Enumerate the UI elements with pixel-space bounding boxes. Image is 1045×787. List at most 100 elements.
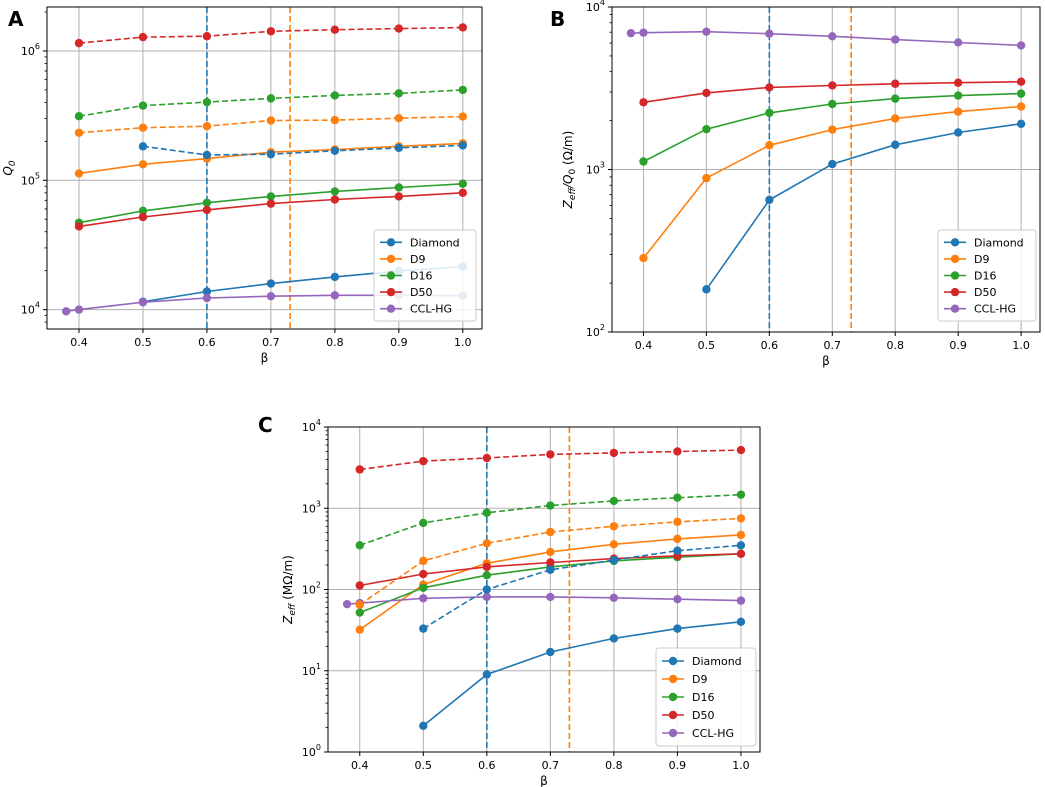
data-point-d9-dashed [138,123,148,132]
data-point-d9-dashed [202,121,212,131]
legend-marker-d9 [386,254,396,264]
data-point-d16-dashed [202,97,212,107]
data-point-d50-dashed [546,450,555,459]
panel-c: C 0.4 0.5 0.6 0.7 0.8 0.9 1.0 100 101 102 103 104 β Ze… [258,413,761,787]
data-point-d50 [828,81,837,90]
legend-marker-d16 [668,692,678,702]
data-point-d50 [138,212,148,222]
legend-marker-d50 [950,287,960,297]
y-tick-label: 103 [302,499,321,515]
x-axis-label: β [261,351,269,365]
legend: Diamond D9 D16 D50 CCL-HG [373,229,477,322]
data-point-d16 [639,157,648,166]
data-point-d50-dashed [458,23,468,32]
x-axis-label: β [822,354,830,368]
data-point-d16-dashed [355,541,364,550]
data-point-d16-dashed [609,496,619,506]
panel-b: B 0.4 0.5 0.6 0.7 0.8 0.9 1.0 102 103 104 β Zeff/Q0 … [550,0,1041,368]
data-point-ccl-hg [419,594,428,603]
data-point-d50 [202,205,212,215]
data-point-diamond [609,634,619,643]
x-tick-label: 0.4 [635,339,653,352]
x-tick-label: 0.6 [761,339,779,352]
x-tick-label: 0.6 [198,336,216,349]
data-point-diamond-dashed [482,585,492,594]
data-point-d9-dashed [266,116,276,125]
data-point-d50 [953,78,963,87]
data-point-d9 [765,141,774,150]
legend-label-ccl-hg: CCL-HG [974,303,1016,316]
legend-label-d50: D50 [410,286,432,299]
data-point-d50 [765,83,774,92]
data-point-d16-dashed [546,501,555,510]
data-point-d50 [74,222,84,231]
data-point-ccl-hg [342,599,352,609]
data-point-d16 [702,125,711,134]
legend-label-d16: D16 [692,691,714,704]
legend-box [373,229,477,322]
legend-marker-diamond [950,238,960,247]
data-point-d50 [266,199,276,208]
y-tick-label: 102 [586,323,605,339]
data-point-d9 [138,160,148,169]
data-point-diamond [702,285,711,294]
legend-box [937,229,1037,322]
data-point-ccl-hg [546,592,555,602]
data-point-d16-dashed [330,91,340,100]
legend-marker-d16 [950,271,960,280]
data-point-diamond [330,272,340,282]
data-point-ccl-hg [828,32,837,41]
data-point-ccl-hg [702,27,711,36]
data-point-ccl-hg [74,305,84,314]
x-axis-label: β [540,774,548,787]
y-axis-label: Zeff (MΩ/m) [281,555,298,625]
data-point-d9-dashed [394,114,404,123]
legend-marker-d50 [386,287,396,297]
data-point-d16-dashed [74,112,84,121]
data-point-d16 [482,570,492,580]
x-tick-label: 0.4 [351,759,369,772]
data-point-d9-dashed [74,128,84,137]
data-point-d50 [458,188,468,198]
data-point-d16 [419,583,428,592]
legend-marker-diamond [386,238,396,247]
legend-label-diamond: Diamond [410,236,460,249]
data-point-ccl-hg [482,592,492,602]
data-point-d16 [266,192,276,201]
x-tick-label: 0.8 [605,759,623,772]
data-point-d50 [639,98,648,107]
data-point-diamond-dashed [266,150,276,159]
data-point-d16-dashed [266,94,276,103]
series-line-ccl-hg [630,30,1022,47]
series-line-diamond [422,621,741,727]
data-point-diamond-dashed [419,624,428,633]
legend: Diamond D9 D16 D50 CCL-HG [937,229,1037,322]
data-point-d9 [609,540,619,549]
data-point-d50 [702,88,711,98]
legend-label-d9: D9 [974,253,989,266]
y-tick-label: 100 [302,743,321,759]
data-point-d16 [355,608,364,617]
legend-label-d50: D50 [692,709,714,722]
x-tick-label: 0.5 [698,339,716,352]
x-tick-label: 0.7 [542,759,560,772]
data-point-d50 [419,569,428,579]
data-point-d16-dashed [482,508,492,517]
data-point-d50 [1016,77,1026,86]
data-point-d16-dashed [673,493,682,502]
data-point-d50-dashed [419,456,428,466]
legend-label-ccl-hg: CCL-HG [410,303,452,316]
x-tick-label: 0.8 [326,336,344,349]
legend-label-d50: D50 [974,286,996,299]
data-point-diamond [482,670,492,679]
data-point-diamond-dashed [202,150,212,160]
x-tick-label: 0.7 [824,339,842,352]
data-point-ccl-hg [953,38,963,47]
legend-label-d9: D9 [410,253,425,266]
y-tick-label: 104 [302,418,321,434]
data-point-d50-dashed [74,38,84,48]
plot-frame [46,6,483,330]
data-point-d16 [765,108,774,118]
series-line-diamond [705,123,1022,290]
